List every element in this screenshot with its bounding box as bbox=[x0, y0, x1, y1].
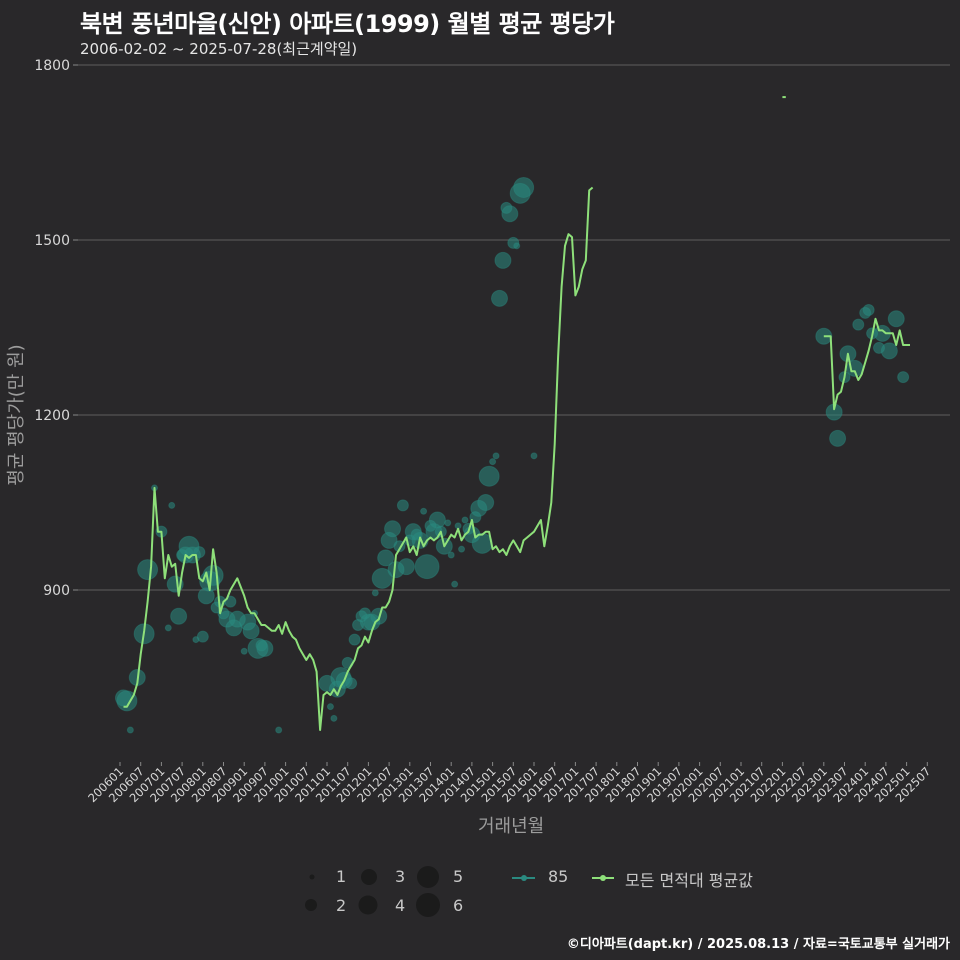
bubble bbox=[897, 371, 910, 384]
y-tick-label: 1800 bbox=[34, 58, 70, 74]
bubble bbox=[348, 633, 361, 646]
y-tick-label: 1200 bbox=[34, 408, 70, 424]
bubble bbox=[256, 639, 274, 657]
series-85-bubbles bbox=[114, 177, 910, 734]
bubble bbox=[170, 607, 188, 625]
bubble bbox=[371, 567, 393, 589]
bubble bbox=[489, 458, 497, 466]
y-tick-label: 1500 bbox=[34, 233, 70, 249]
bubble bbox=[397, 558, 415, 576]
bubble bbox=[880, 342, 898, 360]
bubble bbox=[513, 242, 521, 250]
footer-credit: ©디아파트(dapt.kr) / 2025.08.13 / 자료=국토교통부 실… bbox=[566, 937, 950, 952]
bubble bbox=[501, 205, 519, 223]
bubble bbox=[420, 507, 428, 515]
bubble bbox=[477, 494, 495, 511]
y-tick-label: 900 bbox=[43, 583, 70, 599]
legend-series-85: 85 bbox=[548, 867, 569, 886]
legend-size-4: 4 bbox=[395, 896, 406, 915]
legend-size-5: 5 bbox=[453, 867, 464, 886]
bubble bbox=[852, 318, 865, 331]
bubble bbox=[444, 519, 452, 527]
bubble bbox=[242, 622, 260, 640]
legend-size-3: 3 bbox=[395, 867, 406, 886]
bubble bbox=[491, 289, 508, 307]
bubble bbox=[862, 304, 875, 316]
bubble bbox=[447, 551, 455, 559]
bubble bbox=[137, 559, 159, 581]
bubble bbox=[164, 624, 172, 632]
average-line bbox=[823, 317, 910, 411]
chart-legend: 1 2 3 4 5 6 85 모든 면적대 평균값 bbox=[300, 862, 780, 932]
bubble bbox=[345, 677, 358, 690]
bubble bbox=[478, 465, 500, 487]
bubble bbox=[492, 452, 500, 460]
bubble bbox=[461, 516, 469, 524]
bubble bbox=[458, 545, 466, 553]
bubble bbox=[428, 511, 446, 529]
bubble bbox=[829, 429, 847, 447]
bubble bbox=[887, 310, 905, 328]
x-axis-label: 거래년월 bbox=[478, 816, 545, 837]
bubble bbox=[384, 520, 402, 538]
chart-plot-area: 9001200150018002006012006072007012007072… bbox=[34, 58, 950, 805]
bubble bbox=[168, 501, 176, 509]
legend-series-average: 모든 면적대 평균값 bbox=[625, 871, 753, 890]
bubble bbox=[126, 726, 134, 734]
legend-size-1: 1 bbox=[336, 867, 347, 886]
bubble bbox=[116, 690, 138, 712]
bubble bbox=[513, 177, 535, 198]
bubble bbox=[371, 589, 379, 597]
bubble bbox=[530, 452, 538, 460]
average-line bbox=[123, 186, 594, 731]
bubble bbox=[414, 554, 440, 580]
chart-subtitle: 2006-02-02 ~ 2025-07-28(최근계약일) bbox=[80, 40, 358, 58]
bubble bbox=[451, 580, 459, 588]
legend-size-6: 6 bbox=[453, 896, 464, 915]
bubble bbox=[396, 499, 409, 512]
bubble bbox=[240, 647, 248, 655]
bubble bbox=[330, 714, 338, 722]
chart-title: 북변 풍년마을(신안) 아파트(1999) 월별 평균 평당가 bbox=[80, 10, 615, 38]
bubble bbox=[196, 630, 209, 643]
legend-swatches bbox=[305, 866, 614, 917]
bubble bbox=[275, 726, 283, 734]
bubble bbox=[377, 549, 395, 567]
bubble bbox=[326, 703, 334, 711]
legend-size-2: 2 bbox=[336, 896, 347, 915]
bubble bbox=[494, 251, 512, 269]
